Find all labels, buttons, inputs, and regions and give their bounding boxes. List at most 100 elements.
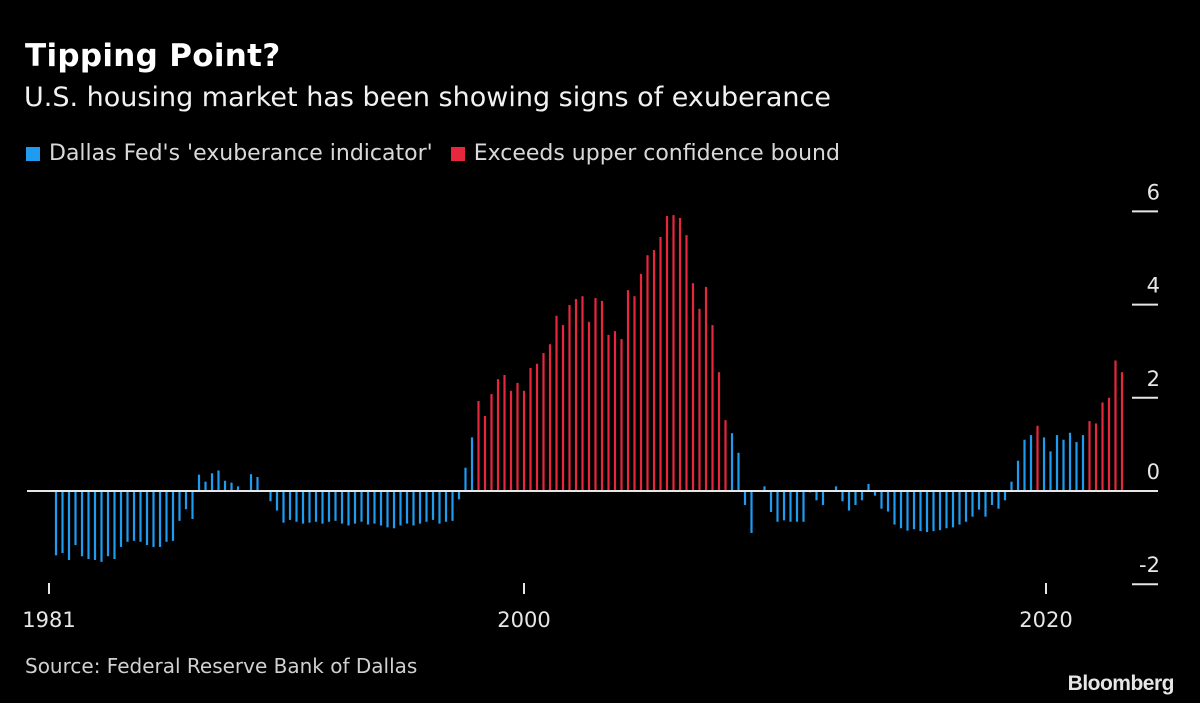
bar	[945, 491, 948, 529]
bar	[80, 491, 84, 557]
bar	[1049, 451, 1052, 491]
bar	[613, 331, 617, 491]
bar	[548, 344, 552, 491]
bar	[776, 491, 779, 522]
bar	[932, 491, 935, 532]
bar	[412, 491, 415, 526]
bar	[113, 491, 116, 560]
bar	[470, 437, 474, 491]
bar	[496, 379, 500, 491]
bar	[925, 491, 929, 533]
bar	[1010, 481, 1013, 491]
bar	[204, 481, 207, 491]
bar	[483, 415, 487, 491]
bar	[652, 250, 656, 491]
bar	[1081, 435, 1085, 491]
bar	[392, 491, 396, 529]
bar	[646, 255, 649, 491]
bar	[1003, 491, 1007, 501]
bar	[633, 296, 636, 491]
bar	[964, 491, 968, 522]
bar	[977, 491, 981, 510]
bar	[438, 491, 441, 524]
bar	[971, 491, 974, 517]
legend: Dallas Fed's 'exuberance indicator' Exce…	[26, 141, 858, 166]
bar	[522, 390, 526, 491]
bar	[425, 491, 428, 522]
legend-label-indicator: Dallas Fed's 'exuberance indicator'	[49, 141, 433, 166]
y-tick-label: 4	[1147, 274, 1160, 298]
bar	[691, 283, 695, 491]
bar	[353, 491, 357, 524]
bar	[503, 374, 506, 491]
bar	[54, 491, 58, 556]
bar	[100, 491, 103, 562]
bar	[1094, 423, 1098, 491]
bar	[1023, 439, 1026, 491]
bar	[1068, 432, 1072, 491]
bar	[152, 491, 155, 547]
y-tick-label: -2	[1139, 553, 1160, 577]
y-tick-label: 2	[1147, 367, 1160, 391]
bar	[743, 491, 747, 505]
legend-item-exceeds: Exceeds upper confidence bound	[450, 141, 840, 166]
bar	[815, 491, 818, 501]
bar	[821, 491, 825, 505]
bar	[1029, 435, 1033, 491]
bar	[74, 491, 77, 546]
y-tick-label: 6	[1147, 180, 1160, 204]
bar	[795, 491, 799, 522]
bar	[249, 474, 253, 491]
bar	[373, 491, 376, 524]
bar	[886, 491, 890, 512]
bar	[1016, 460, 1020, 491]
bar	[639, 273, 643, 491]
bar	[327, 491, 331, 522]
bar	[67, 491, 71, 560]
bar	[1075, 442, 1078, 491]
bar	[184, 491, 188, 510]
bar	[906, 491, 909, 531]
bar	[1120, 372, 1124, 491]
y-axis: -2 0 2 4 6	[1132, 180, 1160, 586]
y-tick-label: 0	[1147, 460, 1160, 484]
bar	[672, 215, 675, 491]
bar	[347, 491, 350, 526]
bar	[678, 217, 682, 492]
bar	[418, 491, 422, 524]
bar	[87, 491, 90, 560]
bar	[574, 299, 578, 491]
bar	[340, 491, 344, 524]
bar	[321, 491, 324, 524]
bar	[685, 235, 688, 491]
bar	[1036, 425, 1039, 491]
bar	[223, 480, 227, 491]
bar	[256, 477, 259, 491]
bar	[841, 491, 844, 502]
bar	[958, 491, 961, 525]
bar	[230, 482, 233, 491]
bar	[542, 353, 545, 491]
bar	[711, 325, 714, 491]
bar	[217, 470, 220, 491]
bar	[451, 491, 454, 521]
bar	[607, 334, 610, 491]
bar	[984, 491, 987, 517]
bar	[860, 491, 864, 501]
bar	[704, 286, 708, 491]
bar	[516, 382, 519, 491]
bar	[106, 491, 110, 557]
bar	[132, 491, 136, 541]
bar	[457, 491, 461, 500]
bar	[600, 300, 604, 491]
legend-label-exceeds: Exceeds upper confidence bound	[473, 141, 840, 166]
bar	[847, 491, 851, 511]
bar	[139, 491, 142, 542]
bar	[730, 433, 734, 491]
bar	[165, 491, 168, 542]
bar	[301, 491, 305, 524]
bar	[769, 491, 773, 512]
bar	[867, 484, 870, 491]
bar	[405, 491, 409, 524]
bar	[568, 305, 571, 491]
